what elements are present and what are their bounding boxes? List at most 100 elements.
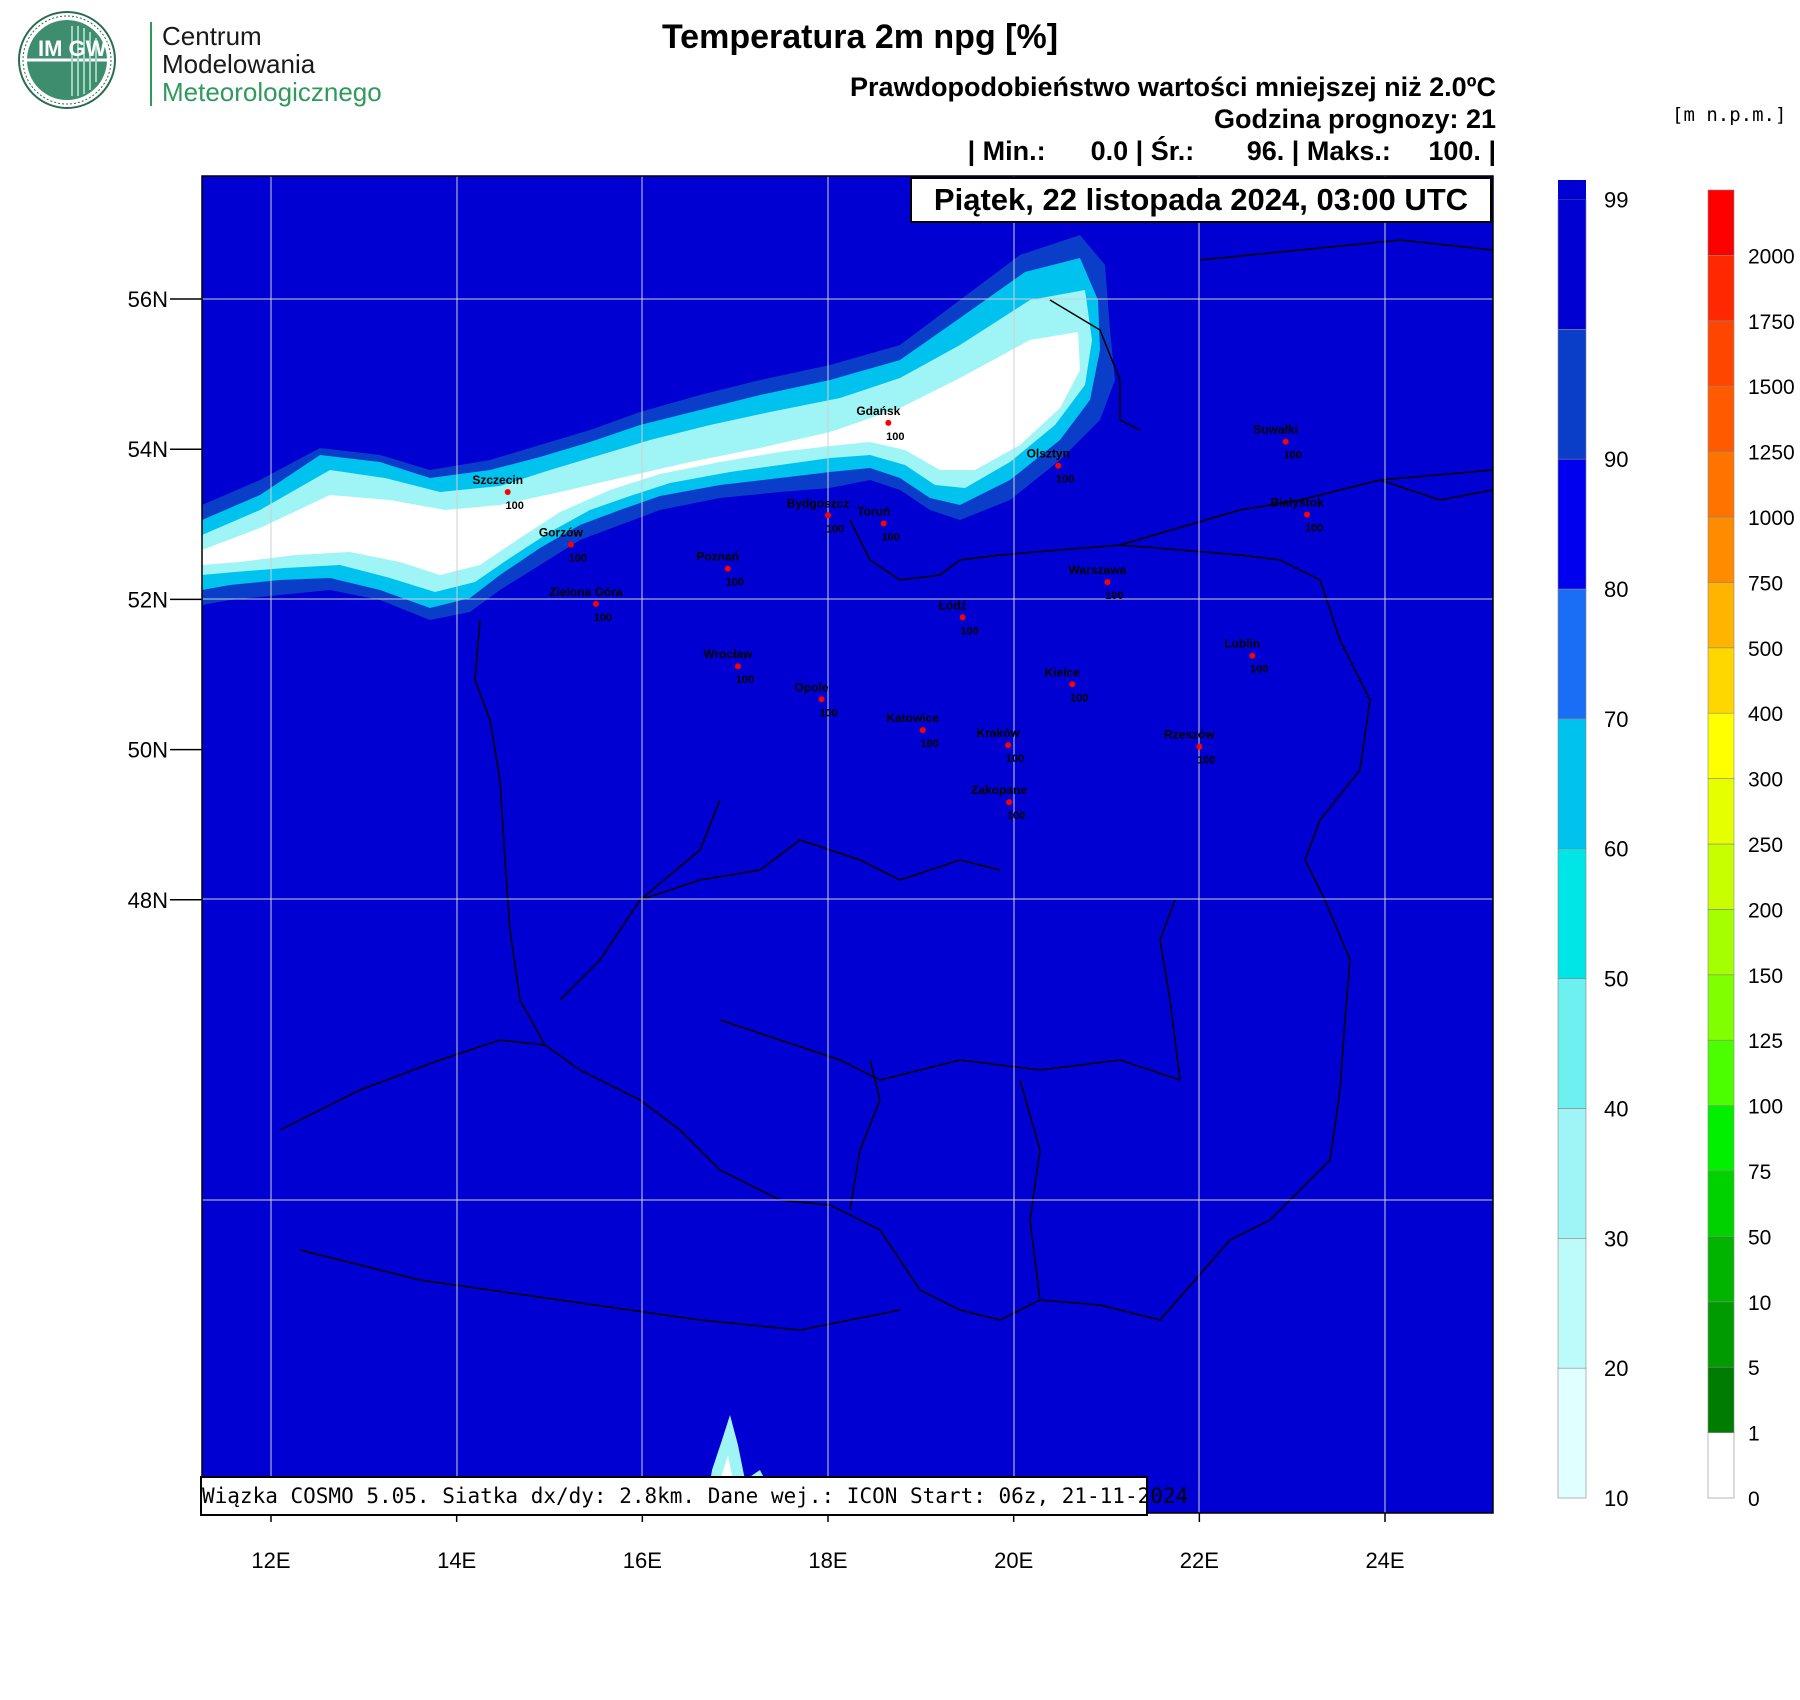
elev-legend-swatch <box>1707 1301 1735 1368</box>
elev-legend-label: 1250 <box>1748 442 1795 465</box>
city-name: Lublin <box>1224 637 1260 651</box>
elev-legend-swatch <box>1707 1039 1735 1106</box>
elevation-legend: 0 1 5 10 50 75 100 125 150 200 250 300 400 500 750 1000… <box>1707 189 1795 1510</box>
city-name: Kraków <box>976 726 1020 740</box>
elev-legend-label: 75 <box>1748 1161 1771 1184</box>
city-dot <box>504 489 511 496</box>
city-value: 100 <box>726 577 744 589</box>
city-name: Białystok <box>1270 496 1324 510</box>
elev-legend-swatch <box>1707 582 1735 649</box>
elev-legend-label: 1000 <box>1748 507 1795 530</box>
city-value: 100 <box>886 431 904 443</box>
city-dot <box>885 419 892 426</box>
forecast-hour: Godzina prognozy: 21 <box>1213 104 1496 134</box>
city-name: Opole <box>795 680 829 694</box>
city-name: Katowice <box>886 711 939 725</box>
prob-legend-swatch <box>1557 329 1587 460</box>
prob-legend-label: 10 <box>1604 1486 1628 1510</box>
elev-legend-label: 50 <box>1748 1226 1771 1249</box>
city-dot <box>880 520 887 527</box>
elev-legend-label: 1750 <box>1748 311 1795 334</box>
city-value: 100 <box>1305 523 1323 535</box>
city-dot <box>1005 742 1012 749</box>
city-name: Toruń <box>857 505 890 519</box>
prob-legend-label: 20 <box>1604 1356 1628 1381</box>
prob-legend-swatch <box>1557 1237 1587 1369</box>
map-title: Temperatura 2m npg [%] <box>661 18 1059 56</box>
city-value: 100 <box>826 523 844 535</box>
city-value: 100 <box>736 674 754 686</box>
prob-legend-label: 30 <box>1604 1226 1628 1251</box>
city-name: Zakopane <box>971 783 1027 797</box>
prob-legend-label: 90 <box>1604 447 1628 472</box>
elev-legend-label: 750 <box>1748 572 1783 595</box>
city-dot <box>734 663 741 670</box>
elev-legend-swatch <box>1707 255 1735 322</box>
map-axes: 12E 14E 16E 18E 20E 22E 24E 56N 54N 52N 50N 48N <box>128 287 1405 1573</box>
elev-legend-label: 300 <box>1748 769 1783 792</box>
lon-tick-label: 20E <box>994 1548 1033 1573</box>
imgw-logo: IM GW Centrum Modelowania Meteorologiczn… <box>12 8 392 113</box>
city-dot <box>567 541 574 548</box>
probability-legend: 10 20 30 40 50 60 70 80 90 99 <box>1557 180 1628 1510</box>
city-dot <box>1249 652 1256 659</box>
elev-legend-label: 0 <box>1748 1488 1760 1510</box>
lon-tick-label: 14E <box>437 1548 476 1573</box>
prob-legend-swatch <box>1557 1108 1587 1239</box>
legends: 10 20 30 40 50 60 70 80 90 99 0 1 5 10 50 75 100 125 150 2… <box>1557 180 1795 1510</box>
elev-legend-label: 200 <box>1748 899 1783 922</box>
prob-legend-swatch <box>1557 458 1587 590</box>
elev-legend-swatch <box>1707 189 1735 256</box>
city-value: 100 <box>1250 664 1268 676</box>
lat-tick-label: 50N <box>128 738 168 763</box>
lon-tick-label: 16E <box>623 1548 662 1573</box>
city-dot <box>1304 511 1311 518</box>
city-dot <box>592 600 599 607</box>
city-value: 100 <box>882 532 900 544</box>
logo-emblem-text: IM GW <box>38 36 107 61</box>
lat-tick-label: 54N <box>128 437 168 462</box>
city-value: 100 <box>594 612 612 624</box>
city-name: Bydgoszcz <box>787 496 850 510</box>
city-name: Kielce <box>1044 665 1080 679</box>
lon-tick-label: 24E <box>1365 1548 1404 1573</box>
city-name: Zielona Góra <box>549 585 623 599</box>
elev-legend-swatch <box>1707 385 1735 452</box>
elev-legend-label: 5 <box>1748 1357 1760 1380</box>
city-name: Łódź <box>939 598 967 612</box>
city-dot <box>724 565 731 572</box>
elevation-unit: [m n.p.m.] <box>1672 104 1787 126</box>
city-dot <box>1069 681 1076 688</box>
elev-legend-label: 1500 <box>1748 376 1795 399</box>
city-dot <box>818 696 825 703</box>
city-value: 100 <box>1284 450 1302 462</box>
prob-legend-swatch <box>1557 978 1587 1109</box>
elev-legend-swatch <box>1707 1432 1735 1499</box>
field-statistics: | Min.: 0.0 | Śr.: 96. | Maks.: 100. | <box>967 136 1496 166</box>
prob-legend-label: 60 <box>1604 837 1628 862</box>
prob-legend-top <box>1558 180 1586 200</box>
prob-legend-label: 80 <box>1604 577 1628 602</box>
elev-legend-swatch <box>1707 843 1735 910</box>
prob-legend-swatch <box>1557 1367 1587 1499</box>
lon-tick-label: 18E <box>808 1548 847 1573</box>
elev-legend-swatch <box>1707 1105 1735 1172</box>
elev-legend-label: 100 <box>1748 1096 1783 1119</box>
city-markers: Gdańsk 100 Suwałki 100 Olsztyn 100 Szczecin 100… <box>472 404 1324 822</box>
city-dot <box>1282 438 1289 445</box>
city-value: 100 <box>1006 753 1024 765</box>
lat-tick-label: 48N <box>128 888 168 913</box>
city-name: Szczecin <box>472 473 523 487</box>
elev-legend-label: 250 <box>1748 834 1783 857</box>
elev-legend-label: 10 <box>1748 1292 1771 1315</box>
elev-legend-swatch <box>1707 320 1735 387</box>
elev-legend-swatch <box>1707 1170 1735 1237</box>
elev-legend-swatch <box>1707 909 1735 976</box>
city-value: 100 <box>921 738 939 750</box>
elev-legend-swatch <box>1707 1366 1735 1433</box>
city-value: 100 <box>1105 590 1123 602</box>
city-name: Wrocław <box>703 647 753 661</box>
logo-line-3: Meteorologicznego <box>162 77 382 107</box>
prob-legend-label: 99 <box>1604 187 1628 212</box>
